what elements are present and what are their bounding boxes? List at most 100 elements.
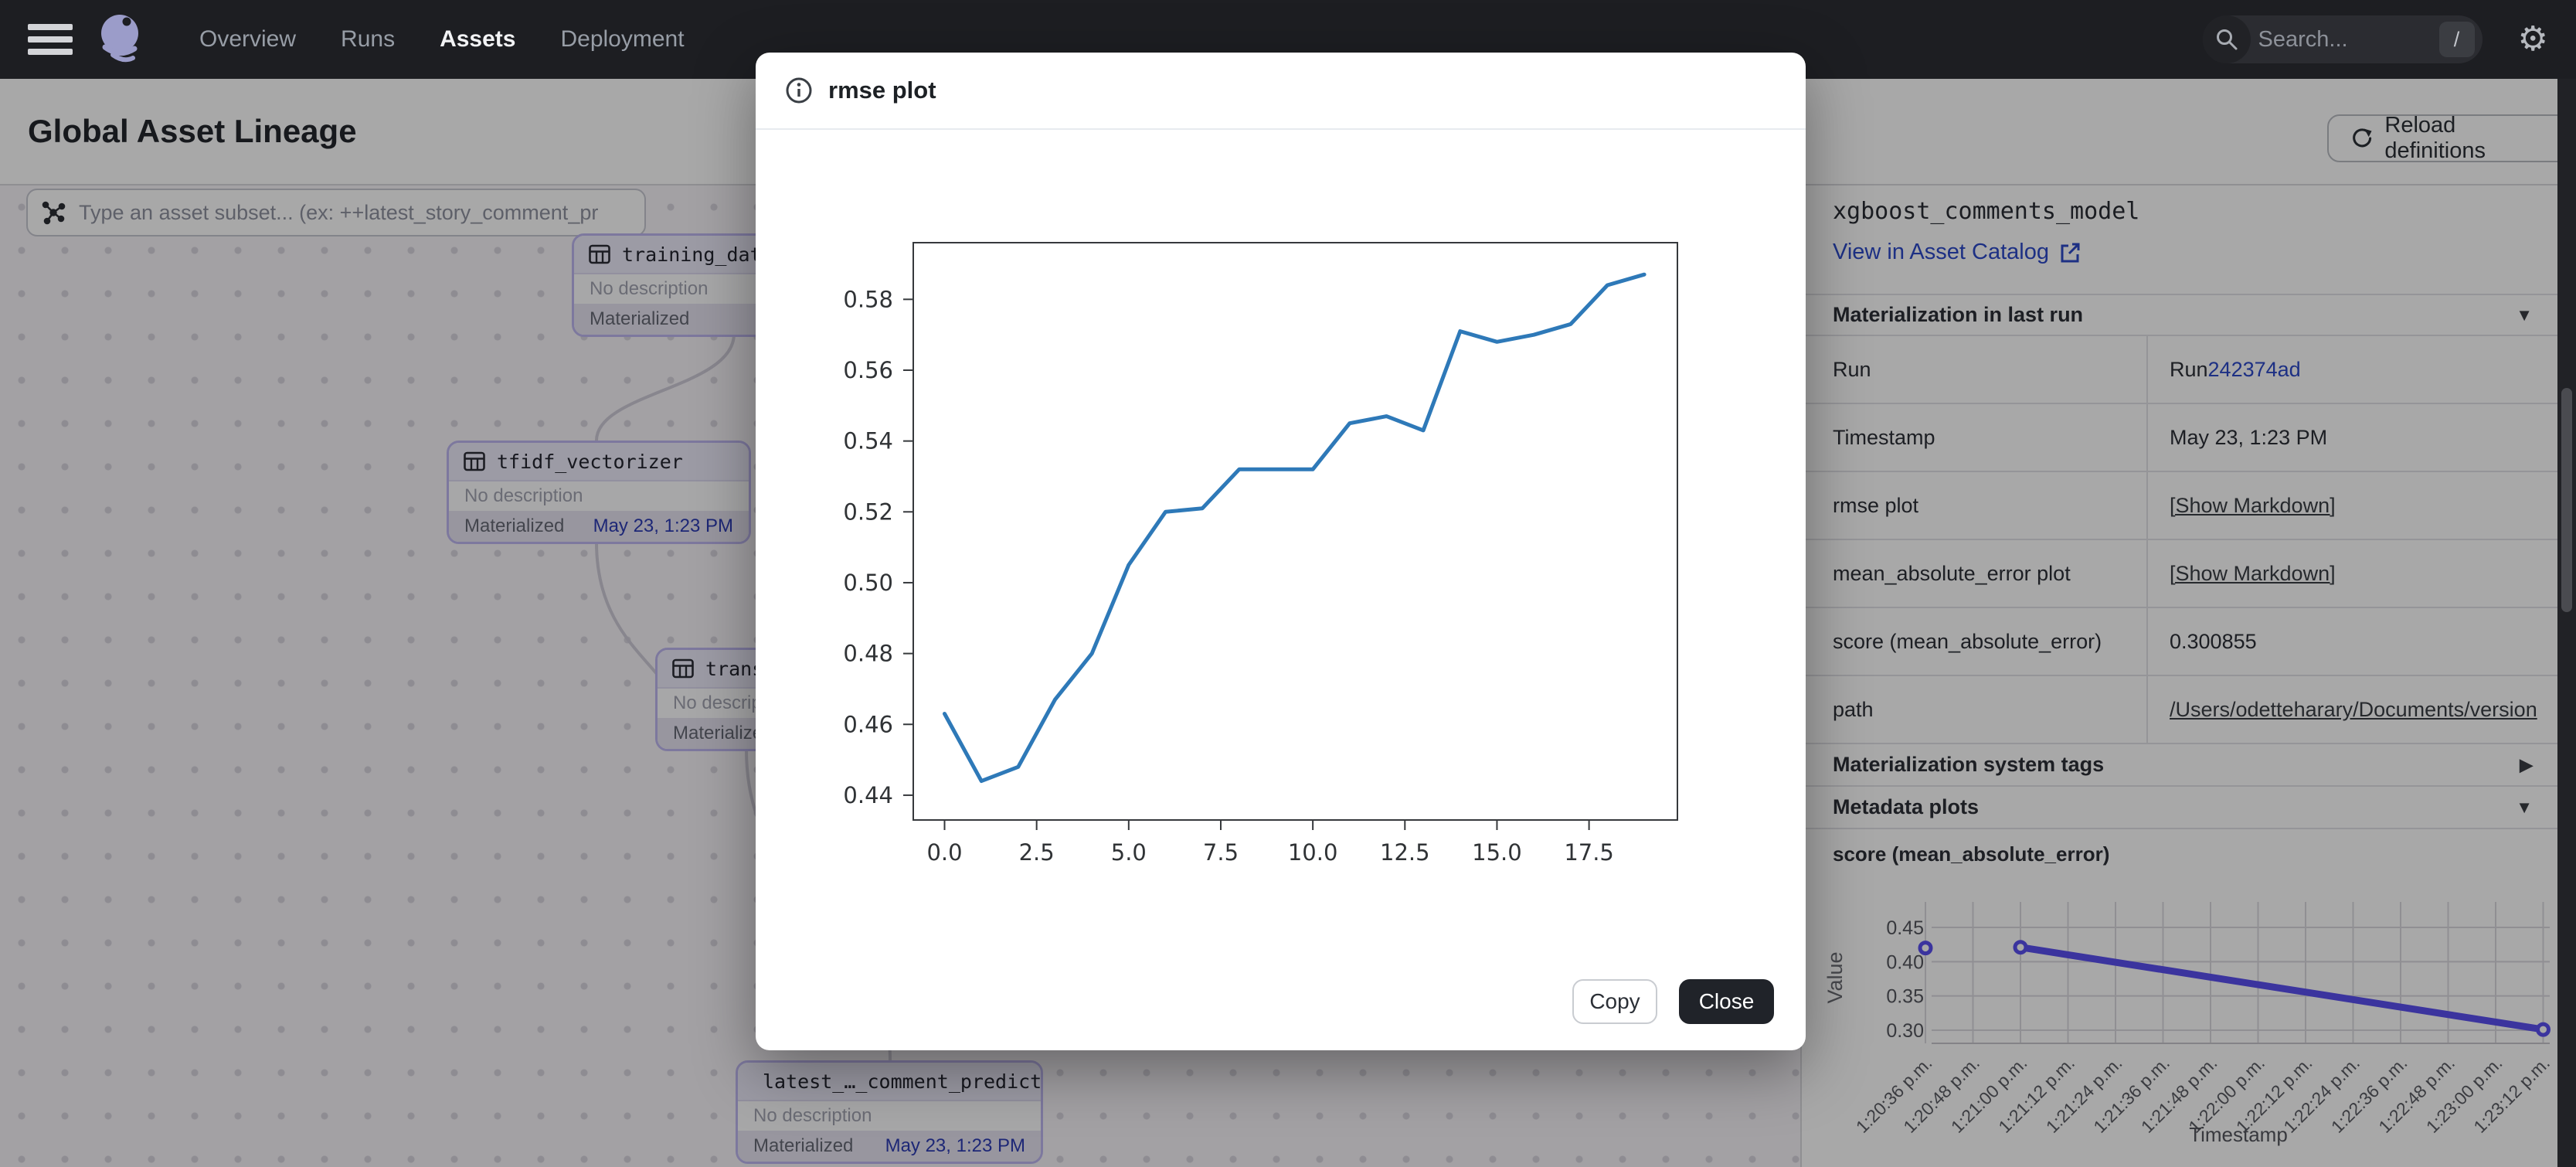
asset-subset-filter (26, 189, 646, 236)
modal-title: rmse plot (828, 77, 936, 104)
nav-item-overview[interactable]: Overview (199, 26, 297, 52)
asset-node-tfidf-vectorizer[interactable]: tfidf_vectorizer No description Materializ… (447, 441, 751, 544)
modal-header: rmse plot (756, 53, 1806, 130)
table-row: rmse plot [Show Markdown] (1802, 472, 2559, 540)
metadata-value: 0.300855 (2170, 629, 2257, 653)
svg-text:0.52: 0.52 (843, 498, 893, 525)
section-materialization-system-tags[interactable]: Materialization system tags ▶ (1802, 744, 2559, 787)
gear-icon[interactable]: ⚙ (2517, 20, 2548, 58)
reload-definitions-button[interactable]: Reload definitions (2327, 113, 2576, 163)
metadata-value: /Users/odetteharary/Documents/version (2148, 676, 2559, 743)
materialized-label: Materialized (590, 308, 690, 329)
copy-button[interactable]: Copy (1572, 979, 1657, 1024)
svg-text:0.54: 0.54 (843, 428, 893, 454)
svg-text:0.45: 0.45 (1886, 917, 1924, 939)
asset-node-name: latest_…_comment_predictions (763, 1070, 1042, 1093)
table-row: Timestamp May 23, 1:23 PM (1802, 404, 2559, 472)
svg-text:Value: Value (1823, 951, 1847, 1003)
global-search[interactable]: / (2202, 15, 2483, 63)
svg-text:15.0: 15.0 (1472, 839, 1522, 866)
materialized-date[interactable]: May 23, 1:23 PM (593, 515, 733, 536)
svg-text:0.50: 0.50 (843, 570, 893, 596)
materialized-label: Materialized (753, 1135, 854, 1156)
chevron-right-icon: ▶ (2520, 754, 2533, 774)
svg-text:7.5: 7.5 (1203, 839, 1239, 866)
nav-item-deployment[interactable]: Deployment (560, 26, 685, 52)
page-scrollbar[interactable] (2557, 79, 2576, 1167)
refresh-icon (2353, 128, 2372, 148)
asset-node-status: Materialized May 23, 1:23 PM (449, 511, 749, 542)
svg-text:Timestamp: Timestamp (2189, 1123, 2288, 1146)
rmse-line-chart: 0.44 0.46 0.48 0.50 0.52 0.54 0.56 0.58 0.0 2.5 5.… (843, 242, 1678, 866)
metadata-key: Run (1802, 336, 2148, 403)
asset-node-description: No description (738, 1101, 1041, 1131)
asset-node-header: tfidf_vectorizer (449, 443, 749, 481)
metadata-key: mean_absolute_error plot (1802, 540, 2148, 607)
svg-text:5.0: 5.0 (1111, 839, 1147, 866)
run-id-link[interactable]: 242374ad (2207, 357, 2301, 381)
metadata-key: path (1802, 676, 2148, 743)
asset-node-latest-predictions[interactable]: latest_…_comment_predictions No descripti… (736, 1060, 1043, 1164)
materialized-label: Materialized (464, 515, 565, 536)
nav-item-assets[interactable]: Assets (440, 26, 516, 52)
asset-node-name: training_data (622, 243, 773, 266)
metadata-link[interactable]: /Users/odetteharary/Documents/version (2170, 697, 2537, 721)
svg-text:10.0: 10.0 (1288, 839, 1338, 866)
table-row: score (mean_absolute_error) 0.300855 (1802, 608, 2559, 676)
search-input[interactable] (2250, 26, 2439, 53)
asset-subset-input[interactable] (26, 189, 646, 236)
metadata-key: score (mean_absolute_error) (1802, 608, 2148, 675)
table-icon (589, 244, 610, 264)
metadata-value: [Show Markdown] (2148, 540, 2559, 607)
score-chart-label: score (mean_absolute_error) (1833, 842, 2110, 866)
asset-selector-icon (42, 201, 66, 225)
rmse-plot-modal: rmse plot 0.44 0.46 0.48 0.50 0.52 0.54 0.56 0.… (756, 53, 1806, 1050)
asset-node-header: latest_…_comment_predictions (738, 1063, 1041, 1101)
svg-text:0.0: 0.0 (926, 839, 962, 866)
section-materialization-in-last-run[interactable]: Materialization in last run ▼ (1802, 294, 2559, 336)
search-icon (2202, 15, 2251, 63)
svg-text:12.5: 12.5 (1380, 839, 1430, 866)
svg-text:0.35: 0.35 (1886, 986, 1924, 1008)
table-row: Run Run 242374ad (1802, 336, 2559, 404)
close-button[interactable]: Close (1679, 979, 1774, 1024)
metadata-value: Run 242374ad (2170, 357, 2301, 381)
svg-text:0.30: 0.30 (1886, 1020, 1924, 1042)
asset-details-panel: xgboost_comments_model View in Asset Cat… (1800, 185, 2559, 1167)
svg-text:17.5: 17.5 (1564, 839, 1614, 866)
table-icon (464, 451, 485, 471)
svg-text:0.46: 0.46 (843, 711, 893, 737)
svg-text:0.40: 0.40 (1886, 951, 1924, 973)
asset-node-status: Materialized May 23, 1:23 PM (738, 1131, 1041, 1162)
table-row: mean_absolute_error plot [Show Markdown] (1802, 540, 2559, 608)
metadata-link[interactable]: [Show Markdown] (2170, 561, 2336, 585)
table-row: path/Users/odetteharary/Documents/versio… (1802, 676, 2559, 744)
nav-item-runs[interactable]: Runs (341, 26, 396, 52)
info-icon (786, 77, 812, 104)
metadata-key: rmse plot (1802, 472, 2148, 539)
metadata-value: [Show Markdown] (2148, 472, 2559, 539)
page-title: Global Asset Lineage (28, 113, 357, 149)
asset-node-description: No description (449, 481, 749, 511)
metadata-value: May 23, 1:23 PM (2170, 425, 2328, 449)
nav-items: Overview Runs Assets Deployment (199, 26, 685, 53)
external-link-icon (2061, 243, 2080, 262)
search-shortcut-badge: / (2438, 22, 2475, 57)
metadata-key: Timestamp (1802, 404, 2148, 471)
materialized-date[interactable]: May 23, 1:23 PM (885, 1135, 1025, 1156)
metadata-link[interactable]: [Show Markdown] (2170, 493, 2336, 517)
asset-node-name: tfidf_vectorizer (497, 450, 683, 473)
view-in-asset-catalog-link[interactable]: View in Asset Catalog (1833, 240, 2082, 265)
svg-text:0.56: 0.56 (843, 357, 893, 383)
svg-text:0.48: 0.48 (843, 641, 893, 667)
table-icon (672, 658, 694, 679)
dagster-logo-icon[interactable] (94, 10, 150, 69)
section-metadata-plots[interactable]: Metadata plots ▼ (1802, 787, 2559, 829)
svg-text:0.44: 0.44 (843, 782, 893, 808)
svg-text:2.5: 2.5 (1019, 839, 1055, 866)
chevron-down-icon: ▼ (2516, 305, 2533, 325)
menu-icon[interactable] (28, 24, 73, 55)
svg-text:0.58: 0.58 (843, 286, 893, 312)
